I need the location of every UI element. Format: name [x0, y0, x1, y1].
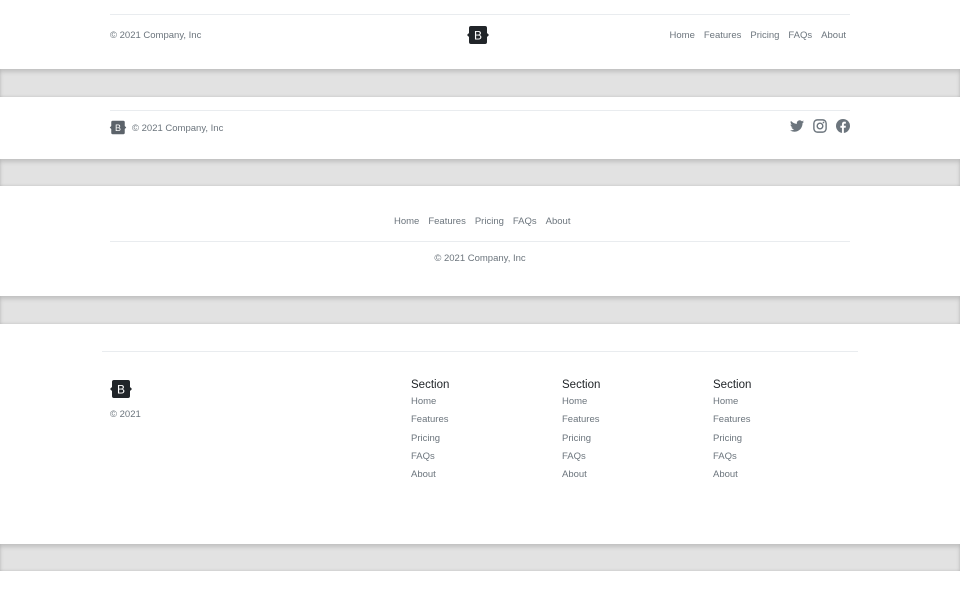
footer-section: Section Home Features Pricing FAQs About — [713, 379, 751, 486]
instagram-icon[interactable] — [813, 119, 827, 133]
section-link[interactable]: Home — [713, 396, 739, 407]
section-link[interactable]: About — [562, 469, 587, 481]
footer1-logo[interactable]: B — [466, 25, 490, 45]
section-link[interactable]: Pricing — [411, 432, 441, 444]
divider-band — [0, 296, 960, 324]
footer1-nav: Home Features Pricing FAQs About — [670, 30, 846, 41]
nav-faqs[interactable]: FAQs — [788, 30, 813, 41]
svg-text:B: B — [474, 29, 482, 43]
section-link[interactable]: Pricing — [713, 432, 743, 444]
svg-text:B: B — [115, 123, 121, 133]
nav-about[interactable]: About — [821, 30, 846, 41]
twitter-icon[interactable] — [790, 119, 804, 133]
divider-band — [0, 159, 960, 186]
section-link[interactable]: Home — [562, 396, 588, 407]
footer2-logo[interactable]: B — [109, 120, 127, 135]
svg-text:B: B — [117, 383, 125, 397]
section-link[interactable]: Pricing — [562, 432, 592, 444]
section-link[interactable]: FAQs — [562, 450, 586, 462]
footer1-divider — [110, 14, 850, 15]
footer1-copyright: © 2021 Company, Inc — [110, 30, 202, 41]
bootstrap-logo-icon: B — [110, 380, 132, 398]
section-link[interactable]: Home — [411, 396, 437, 407]
section-link[interactable]: About — [713, 469, 738, 481]
section-link[interactable]: Features — [411, 414, 449, 426]
footer2-divider — [110, 110, 850, 111]
nav-faqs[interactable]: FAQs — [512, 216, 537, 227]
footer2-social — [790, 119, 850, 133]
bootstrap-logo-icon: B — [109, 120, 127, 135]
footer-section: Section Home Features Pricing FAQs About — [562, 379, 600, 486]
section-link[interactable]: FAQs — [411, 450, 435, 462]
section-link[interactable]: FAQs — [713, 450, 737, 462]
section-link[interactable]: About — [411, 469, 436, 481]
nav-about[interactable]: About — [545, 216, 571, 227]
nav-features[interactable]: Features — [428, 216, 466, 227]
nav-home[interactable]: Home — [394, 216, 420, 227]
facebook-icon[interactable] — [836, 119, 850, 133]
nav-home[interactable]: Home — [669, 30, 695, 41]
nav-features[interactable]: Features — [703, 30, 742, 41]
nav-pricing[interactable]: Pricing — [750, 30, 780, 41]
section-title: Section — [411, 379, 450, 391]
footer3-divider — [110, 241, 850, 242]
bootstrap-logo-icon: B — [467, 26, 489, 44]
divider-band — [0, 69, 960, 97]
footer4-logo[interactable]: B — [109, 379, 133, 399]
section-title: Section — [562, 379, 601, 391]
footer3-nav: Home Features Pricing FAQs About — [394, 216, 570, 227]
section-link[interactable]: Features — [713, 414, 751, 426]
footer2-copyright: © 2021 Company, Inc — [132, 123, 224, 134]
footer4-divider — [102, 351, 858, 352]
section-link[interactable]: Features — [562, 414, 600, 426]
section-title: Section — [713, 379, 752, 391]
footer3-copyright: © 2021 Company, Inc — [434, 253, 526, 264]
footer-section: Section Home Features Pricing FAQs About — [411, 379, 449, 486]
divider-band — [0, 544, 960, 571]
nav-pricing[interactable]: Pricing — [474, 216, 504, 227]
footer4-copyright: © 2021 — [110, 409, 141, 420]
